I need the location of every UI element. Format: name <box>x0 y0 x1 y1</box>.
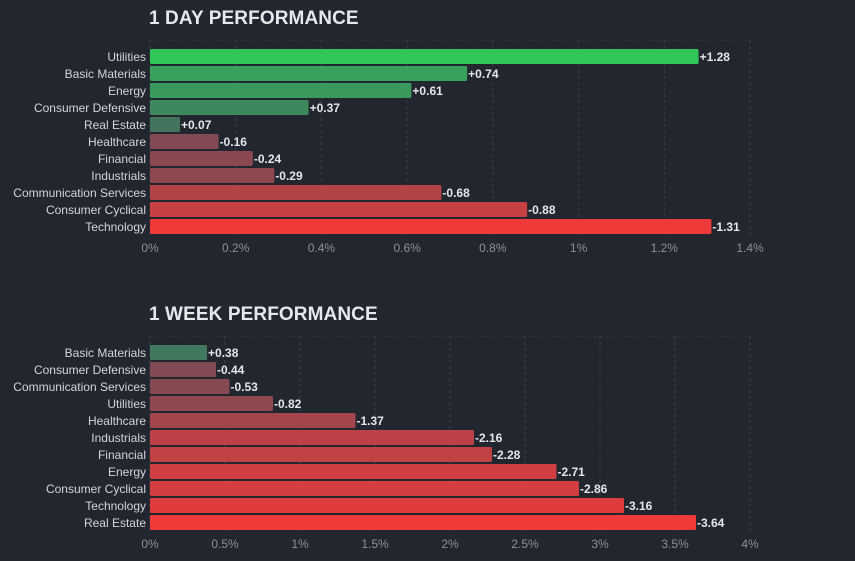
bar <box>150 219 712 234</box>
category-label: Technology <box>85 499 146 513</box>
x-tick-label: 0.4% <box>308 241 336 255</box>
category-label: Communication Services <box>13 380 146 394</box>
category-label: Consumer Cyclical <box>46 482 146 496</box>
bar <box>150 134 219 149</box>
x-tick-label: 3.5% <box>661 537 689 551</box>
category-label: Consumer Defensive <box>34 101 146 115</box>
value-label: -2.71 <box>558 465 586 479</box>
category-label: Real Estate <box>84 118 146 132</box>
value-label: +0.07 <box>181 118 212 132</box>
bar <box>150 345 207 360</box>
value-label: -3.64 <box>697 516 725 530</box>
bar <box>150 362 216 377</box>
value-label: -0.16 <box>220 135 248 149</box>
week-performance-chart: 0% 0.5% 1% 1.5% 2% 2.5% 3% 3.5% 4% Basic Material… <box>13 336 759 551</box>
value-label: -0.29 <box>275 169 303 183</box>
week-performance-title: 1 WEEK PERFORMANCE <box>149 304 378 325</box>
value-label: -3.16 <box>625 499 653 513</box>
category-label: Energy <box>108 84 146 98</box>
value-label: +0.37 <box>310 101 341 115</box>
value-label: -0.68 <box>442 186 470 200</box>
bar <box>150 464 557 479</box>
x-tick-label: 4% <box>741 537 759 551</box>
value-label: +1.28 <box>700 50 731 64</box>
category-label: Basic Materials <box>65 67 146 81</box>
x-tick-label: 0.6% <box>393 241 421 255</box>
bar <box>150 396 273 411</box>
x-tick-label: 0.2% <box>222 241 250 255</box>
category-label: Healthcare <box>88 135 146 149</box>
x-tick-label: 0.8% <box>479 241 507 255</box>
bar <box>150 168 275 183</box>
x-tick-label: 1.4% <box>736 241 764 255</box>
day-performance-title: 1 DAY PERFORMANCE <box>149 8 359 29</box>
bar <box>150 49 699 64</box>
category-label: Energy <box>108 465 146 479</box>
x-tick-label: 2.5% <box>511 537 539 551</box>
bar <box>150 100 309 115</box>
x-tick-label: 1% <box>570 241 588 255</box>
x-tick-label: 0% <box>141 241 159 255</box>
x-tick-label: 0% <box>141 537 159 551</box>
bar <box>150 66 468 81</box>
value-label: -1.37 <box>357 414 385 428</box>
x-tick-label: 1.5% <box>361 537 389 551</box>
bar <box>150 447 492 462</box>
x-tick-label: 1.2% <box>651 241 679 255</box>
value-label: -2.86 <box>580 482 608 496</box>
value-label: -2.16 <box>475 431 503 445</box>
bar <box>150 117 180 132</box>
value-label: +0.61 <box>412 84 443 98</box>
x-tick-label: 3% <box>591 537 609 551</box>
category-label: Communication Services <box>13 186 146 200</box>
bar <box>150 430 474 445</box>
day-performance-chart: 0% 0.2% 0.4% 0.6% 0.8% 1% 1.2% 1.4% Utilities +1.… <box>13 40 764 255</box>
bar <box>150 151 253 166</box>
category-label: Consumer Cyclical <box>46 203 146 217</box>
value-label: -1.31 <box>712 220 740 234</box>
bar <box>150 202 528 217</box>
category-label: Utilities <box>107 50 146 64</box>
bar <box>150 413 356 428</box>
value-label: -0.53 <box>231 380 259 394</box>
value-label: -0.44 <box>217 363 245 377</box>
bar <box>150 515 696 530</box>
x-tick-label: 1% <box>291 537 309 551</box>
category-label: Financial <box>98 152 146 166</box>
x-tick-label: 0.5% <box>211 537 239 551</box>
bar <box>150 185 442 200</box>
category-label: Basic Materials <box>65 346 146 360</box>
value-label: -0.24 <box>254 152 282 166</box>
bar <box>150 498 624 513</box>
x-tick-label: 2% <box>441 537 459 551</box>
category-label: Consumer Defensive <box>34 363 146 377</box>
value-label: -0.88 <box>528 203 556 217</box>
category-label: Financial <box>98 448 146 462</box>
category-label: Technology <box>85 220 146 234</box>
bar <box>150 379 230 394</box>
category-label: Industrials <box>91 169 146 183</box>
category-label: Real Estate <box>84 516 146 530</box>
bar <box>150 481 579 496</box>
category-label: Utilities <box>107 397 146 411</box>
bar <box>150 83 412 98</box>
value-label: +0.38 <box>208 346 239 360</box>
value-label: -2.28 <box>493 448 521 462</box>
value-label: +0.74 <box>468 67 499 81</box>
category-label: Industrials <box>91 431 146 445</box>
value-label: -0.82 <box>274 397 302 411</box>
category-label: Healthcare <box>88 414 146 428</box>
